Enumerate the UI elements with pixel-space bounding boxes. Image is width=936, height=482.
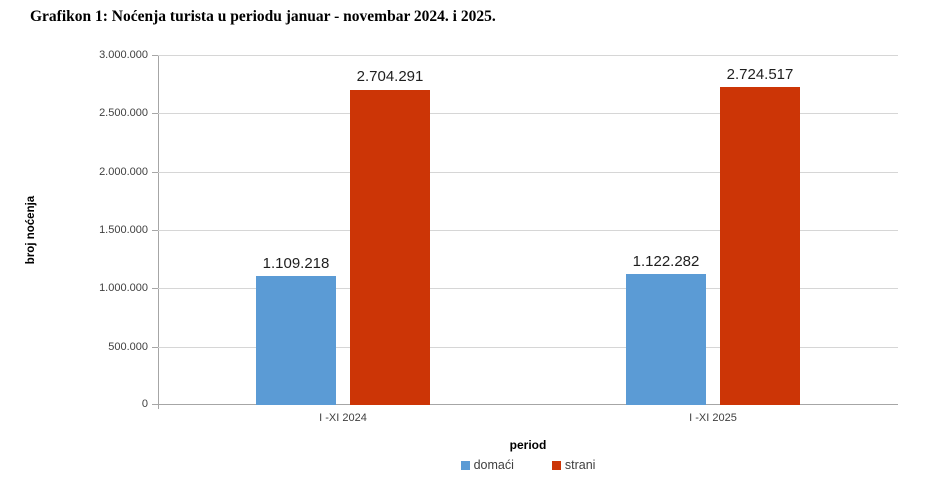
legend: domaći strani [158, 458, 898, 472]
y-tick-mark [152, 171, 158, 173]
y-axis-line [158, 55, 159, 409]
gridline [158, 288, 898, 290]
y-tick-label: 500.000 [108, 340, 148, 353]
legend-swatch-icon [460, 460, 470, 470]
gridline [158, 346, 898, 348]
x-tick-label: I -XI 2025 [689, 412, 737, 424]
x-axis-line [158, 404, 898, 405]
x-tick-label: I -XI 2024 [319, 412, 367, 424]
y-tick-label: 2.000.000 [99, 165, 148, 178]
bar-strani-I-XI2024 [350, 89, 430, 405]
y-tick-label: 2.500.000 [99, 107, 148, 120]
legend-label: domaći [473, 458, 514, 472]
y-tick-mark [152, 230, 158, 231]
y-tick-label: 3.000.000 [99, 49, 148, 61]
chart-title: Grafikon 1: Noćenja turista u periodu ja… [30, 8, 496, 25]
y-tick-label: 1.000.000 [99, 282, 148, 295]
data-label: 1.109.218 [262, 254, 330, 272]
y-axis-title: broj noćenja [25, 195, 37, 265]
y-tick-mark [152, 113, 158, 115]
data-label: 2.724.517 [726, 66, 794, 84]
y-tick-mark [152, 404, 158, 405]
bar-domaći-I-XI2025 [626, 274, 706, 405]
plot-area: 1.109.218 2.704.291 1.122.282 2.724.517 [152, 55, 898, 409]
legend-item-strani: strani [551, 458, 596, 472]
y-tick-label: 1.500.000 [99, 224, 148, 236]
bar-strani-I-XI2025 [720, 87, 800, 405]
legend-label: strani [564, 458, 596, 472]
y-tick-mark [152, 288, 158, 290]
gridline [158, 113, 898, 115]
y-tick-mark [152, 346, 158, 348]
bar-domaći-I-XI2024 [256, 275, 336, 405]
y-tick-label: 0 [141, 398, 148, 410]
gridline [158, 171, 898, 173]
data-label: 2.704.291 [356, 68, 424, 86]
gridline [158, 55, 898, 56]
y-tick-mark [152, 55, 158, 56]
legend-item-domaći: domaći [460, 458, 514, 472]
x-axis-title: period [509, 438, 547, 452]
data-label: 1.122.282 [632, 253, 700, 271]
gridline [158, 230, 898, 231]
legend-swatch-icon [551, 460, 561, 470]
